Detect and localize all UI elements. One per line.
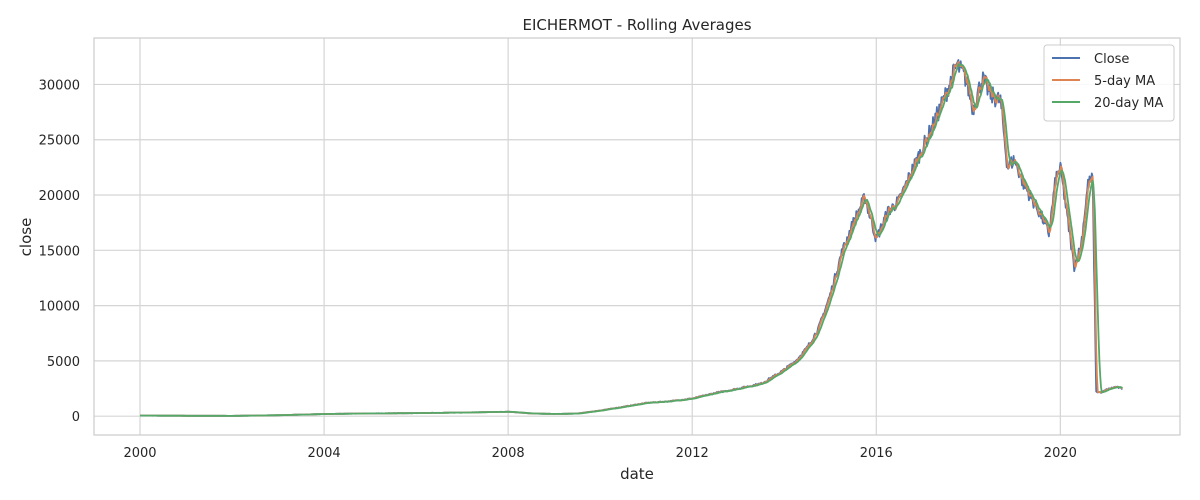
legend-label-ma5: 5-day MA: [1094, 74, 1155, 89]
x-tick-label: 2004: [308, 446, 341, 461]
series-line-ma5: [139, 61, 1124, 417]
x-tick-label: 2012: [676, 446, 709, 461]
tick-labels: 2000 2004 2008 2012 2016 2020 0 5000 10000 15000 2…: [39, 78, 1077, 461]
series-line-close: [139, 59, 1123, 417]
y-tick-label: 5000: [47, 355, 80, 370]
x-axis-label: date: [620, 465, 654, 483]
x-tick-label: 2000: [123, 446, 156, 461]
series-layer: [139, 59, 1124, 417]
series-line-ma20: [139, 63, 1123, 417]
legend-label-close: Close: [1094, 52, 1129, 67]
legend-label-ma20: 20-day MA: [1094, 96, 1163, 111]
x-tick-label: 2008: [492, 446, 525, 461]
plot-frame: [93, 37, 1181, 436]
y-axis-label: close: [17, 218, 35, 257]
grid-lines: [94, 38, 1180, 435]
y-tick-label: 10000: [39, 300, 80, 315]
y-tick-label: 0: [72, 410, 80, 425]
x-tick-label: 2020: [1044, 446, 1077, 461]
y-tick-label: 15000: [39, 244, 80, 259]
x-tick-label: 2016: [860, 446, 893, 461]
legend: Close 5-day MA 20-day MA: [1043, 44, 1175, 122]
y-tick-label: 30000: [39, 78, 80, 93]
chart-title: EICHERMOT - Rolling Averages: [522, 16, 751, 34]
y-tick-label: 25000: [39, 134, 80, 149]
y-tick-label: 20000: [39, 189, 80, 204]
